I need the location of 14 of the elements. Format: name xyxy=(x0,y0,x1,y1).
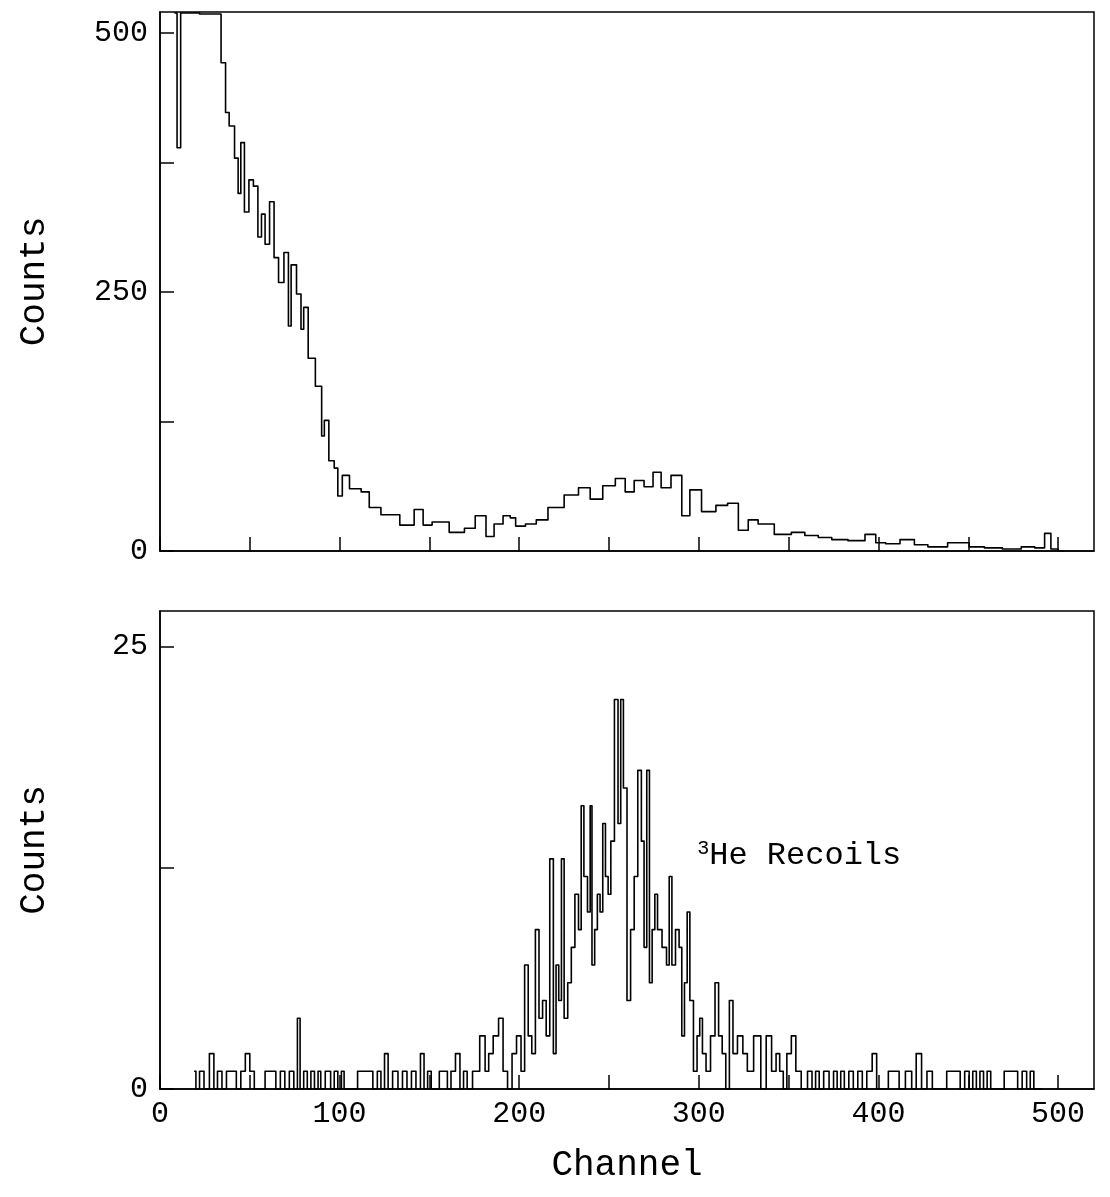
y-axis-title: Counts xyxy=(13,785,55,915)
y-tick-label: 0 xyxy=(129,534,148,568)
y-tick-label: 250 xyxy=(93,274,148,309)
x-tick-label: 200 xyxy=(492,1097,547,1131)
x-tick-label: 0 xyxy=(150,1097,170,1131)
y-tick-label: 500 xyxy=(93,15,148,50)
x-tick-label: 300 xyxy=(671,1097,726,1131)
x-tick-label: 100 xyxy=(312,1097,367,1131)
x-tick-label: 400 xyxy=(851,1097,906,1131)
y-tick-label: 0 xyxy=(129,1072,148,1106)
y-axis-title: Counts xyxy=(13,216,55,347)
x-axis-title: Channel xyxy=(551,1144,703,1186)
y-tick-label: 25 xyxy=(111,629,148,664)
x-tick-label: 500 xyxy=(1031,1097,1086,1131)
